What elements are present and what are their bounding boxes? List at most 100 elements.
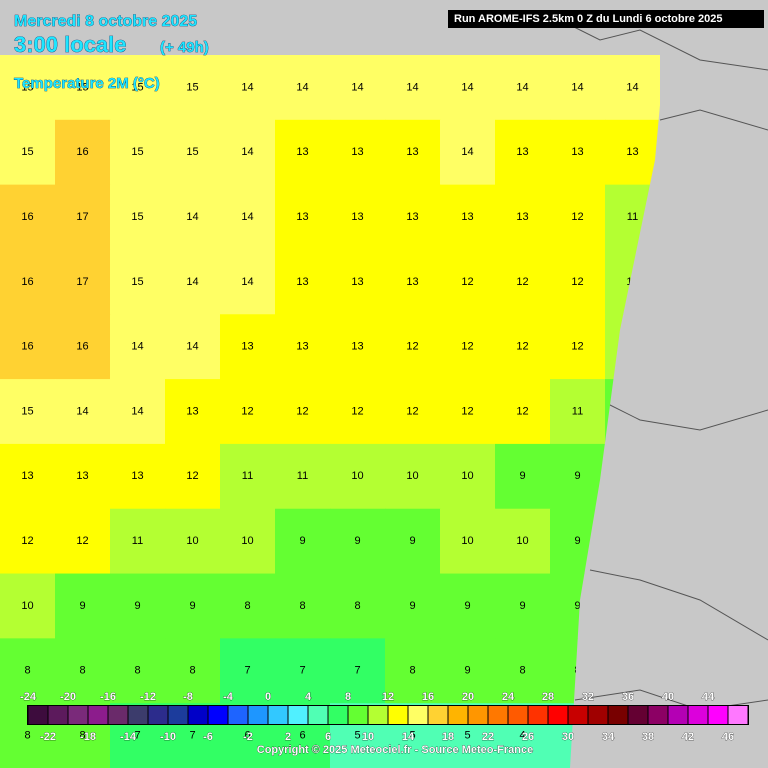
colorbar-label: 8 — [345, 691, 351, 703]
temperature-cell — [110, 379, 166, 445]
temperature-cell — [275, 249, 331, 315]
temperature-value: 9 — [354, 535, 360, 547]
temperature-cell — [550, 184, 606, 250]
temperature-cell — [275, 443, 331, 510]
colorbar-label: 28 — [542, 691, 554, 703]
colorbar-swatch — [388, 706, 408, 724]
temperature-value: 14 — [461, 81, 473, 93]
temperature-cell — [165, 184, 221, 250]
colorbar-swatch — [308, 706, 328, 724]
temperature-cell — [220, 573, 276, 639]
colorbar-swatch — [348, 706, 368, 724]
temperature-value: 14 — [461, 146, 473, 158]
temperature-cell — [110, 638, 166, 704]
colorbar-swatch — [428, 706, 448, 724]
temperature-value: 16 — [21, 341, 33, 353]
temperature-cell — [495, 443, 551, 510]
temperature-value: 13 — [406, 276, 418, 288]
copyright: Copyright © 2025 Meteociel.fr - Source M… — [257, 744, 533, 756]
temperature-cell — [55, 573, 111, 639]
temperature-value: 15 — [131, 81, 143, 93]
temperature-cell — [440, 55, 496, 121]
variable: Temperature 2M (°C) — [14, 75, 160, 92]
lead-time: (+ 49h) — [160, 39, 209, 56]
temperature-value: 8 — [189, 665, 195, 677]
temperature-cell — [330, 249, 386, 315]
temperature-cell — [0, 184, 56, 250]
temperature-field: 15 15 15 15 14 14 14 14 14 14 14 14 15 16 15 15 14 13 13 13… — [0, 55, 660, 768]
colorbar-label: -18 — [80, 731, 96, 743]
temperature-cell — [440, 379, 496, 445]
temperature-value: 6 — [299, 729, 305, 741]
temperature-value: 10 — [186, 535, 198, 547]
temperature-value: 14 — [186, 341, 198, 353]
colorbar-swatch — [488, 706, 508, 724]
temperature-value: 11 — [132, 535, 143, 547]
temperature-value: 13 — [296, 341, 308, 353]
temperature-value: 12 — [571, 276, 583, 288]
colorbar-swatch — [668, 706, 688, 724]
temperature-cell — [165, 508, 221, 575]
date: Mercredi 8 octobre 2025 — [14, 13, 197, 30]
temperature-value: 15 — [21, 405, 33, 417]
colorbar-label: -12 — [140, 691, 156, 703]
temperature-cell — [220, 249, 276, 315]
colorbar-label: 0 — [265, 691, 271, 703]
temperature-cell — [385, 314, 441, 380]
temperature-value: 12 — [76, 535, 88, 547]
temperature-value: 9 — [79, 600, 85, 612]
temperature-value: 11 — [242, 470, 253, 482]
temperature-cell — [165, 573, 221, 639]
temperature-cell — [495, 184, 551, 250]
temperature-cell — [55, 379, 111, 445]
temperature-cell — [110, 508, 166, 575]
temperature-value: 8 — [24, 729, 30, 741]
temperature-value: 14 — [186, 276, 198, 288]
temperature-value: 16 — [21, 211, 33, 223]
temperature-cell — [165, 379, 221, 445]
temperature-value: 14 — [351, 81, 363, 93]
temperature-value: 8 — [24, 665, 30, 677]
colorbar-label: 14 — [402, 731, 415, 743]
colorbar-label: 16 — [422, 691, 434, 703]
colorbar-swatch — [548, 706, 568, 724]
temperature-value: 13 — [516, 146, 528, 158]
temperature-cell — [605, 55, 660, 121]
colorbar-swatch — [448, 706, 468, 724]
temperature-value: 14 — [406, 81, 418, 93]
temperature-cell — [220, 55, 276, 121]
temperature-value: 15 — [131, 211, 143, 223]
colorbar-label: -2 — [243, 731, 253, 743]
temperature-cell — [385, 443, 441, 510]
colorbar-swatch — [188, 706, 208, 724]
colorbar-swatch — [708, 706, 728, 724]
time: 3:00 locale — [14, 32, 127, 57]
colorbar-label: 12 — [382, 691, 394, 703]
temperature-value: 10 — [406, 470, 418, 482]
colorbar-label: -16 — [100, 691, 116, 703]
temperature-value: 14 — [241, 81, 253, 93]
temperature-value: 8 — [79, 729, 85, 741]
colorbar-label: 24 — [502, 691, 515, 703]
colorbar-swatch — [328, 706, 348, 724]
temperature-cell — [605, 119, 660, 186]
temperature-value: 7 — [189, 729, 195, 741]
temperature-value: 12 — [461, 276, 473, 288]
temperature-value: 9 — [409, 600, 415, 612]
colorbar: -24 -20 -16 -12 -8 -4 0 4 8 12 16 20 24 28 32 36 40 44-22… — [20, 691, 749, 743]
temperature-cell — [110, 443, 166, 510]
temperature-cell — [0, 119, 56, 186]
temperature-cell — [275, 184, 331, 250]
colorbar-label: 36 — [622, 691, 634, 703]
temperature-value: 16 — [76, 146, 88, 158]
colorbar-label: -14 — [120, 731, 137, 743]
temperature-value: 12 — [571, 341, 583, 353]
temperature-cell — [110, 314, 166, 380]
run-info: Run AROME-IFS 2.5km 0 Z du Lundi 6 octob… — [454, 13, 723, 25]
colorbar-label: 30 — [562, 731, 574, 743]
temperature-cell — [110, 573, 166, 639]
temperature-cell — [0, 249, 56, 315]
temperature-cell — [330, 508, 386, 575]
temperature-value: 17 — [76, 211, 88, 223]
temperature-cell — [55, 55, 111, 121]
